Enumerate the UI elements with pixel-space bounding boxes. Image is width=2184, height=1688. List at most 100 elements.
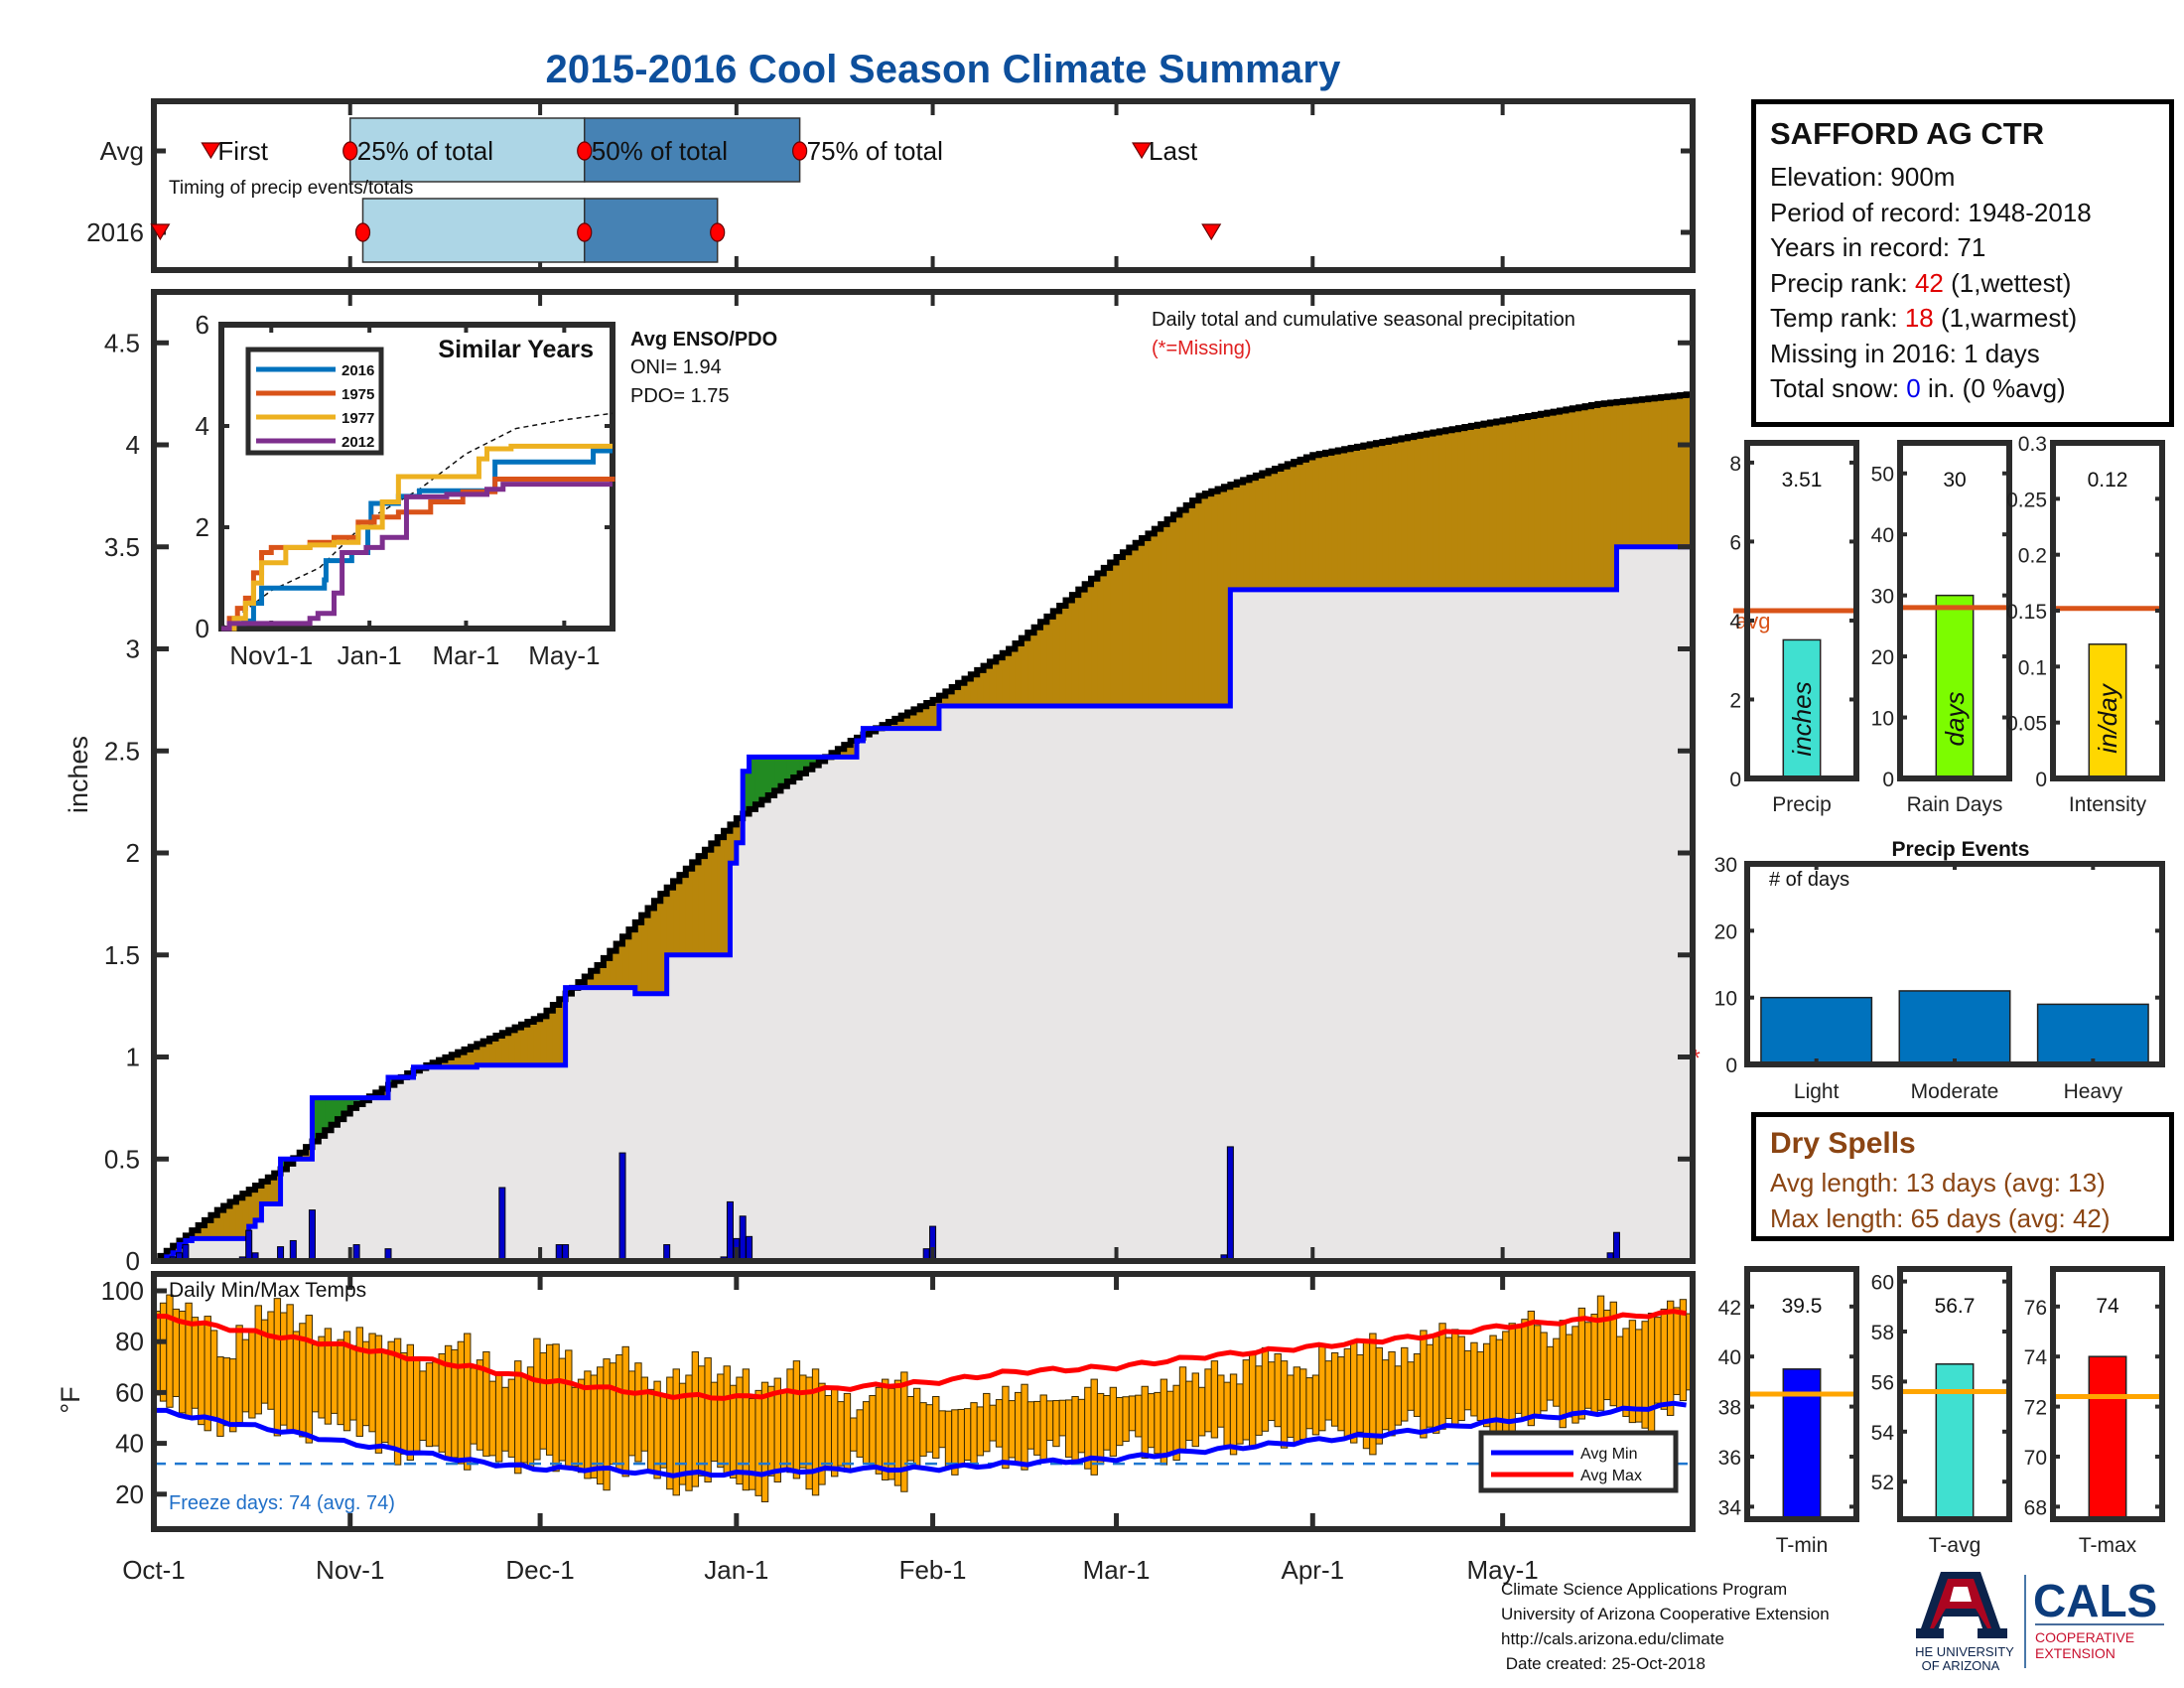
deficit-fill [1350, 448, 1358, 590]
freeze-days-label: Freeze days: 74 (avg. 74) [169, 1492, 395, 1514]
footer-url[interactable]: http://cals.arizona.edu/climate [1501, 1629, 1724, 1648]
daily-temp-bar [558, 1357, 567, 1462]
deficit-fill [1584, 406, 1592, 590]
deficit-fill [1192, 500, 1200, 707]
daily-temp-bar [957, 1408, 965, 1466]
deficit-fill [1262, 473, 1270, 590]
daily-temp-bar [209, 1330, 218, 1421]
daily-temp-bar [1553, 1337, 1561, 1407]
daily-temp-bar [900, 1371, 908, 1492]
daily-temp-bar [337, 1338, 344, 1426]
deficit-fill [1299, 459, 1307, 590]
daily-temp-bar [837, 1401, 845, 1467]
deficit-fill [1420, 434, 1428, 590]
precip-events-ylabel: # of days [1769, 869, 1849, 891]
summary-ytick-label: 40 [1871, 524, 1894, 547]
deficit-fill [1052, 611, 1060, 707]
station-info-box: SAFFORD AG CTR Elevation: 900m Period of… [1751, 99, 2174, 427]
main-ytick-label: 1 [126, 1043, 140, 1072]
daily-temp-bar [1033, 1400, 1041, 1456]
daily-temp-bar [869, 1394, 877, 1469]
deficit-fill [261, 1181, 269, 1204]
deficit-fill [660, 894, 668, 994]
deficit-fill [970, 674, 978, 707]
summary-value-label: 3.51 [1782, 469, 1823, 492]
deficit-fill [1566, 409, 1573, 590]
deficit-fill [945, 691, 953, 707]
daily-temp-bar [464, 1333, 472, 1471]
deficit-fill [615, 943, 623, 988]
daily-temp-bar [406, 1343, 415, 1461]
deficit-fill [1356, 446, 1364, 590]
summary-panel-frame [1897, 440, 2012, 781]
event-triangle-marker [201, 142, 221, 160]
deficit-fill [584, 976, 592, 988]
temp-summary-bars: 34 36 38 40 42 39.5 T-min 52 54 56 58 60 56.7 T-avg 68… [1718, 1266, 2165, 1557]
deficit-fill [887, 722, 895, 729]
deficit-fill [527, 1022, 535, 1065]
daily-temp-bar [1077, 1398, 1086, 1454]
daily-temp-bar [1160, 1378, 1168, 1466]
deficit-fill [1369, 444, 1377, 590]
daily-temp-bar [906, 1395, 914, 1462]
deficit-fill [1091, 578, 1099, 707]
daily-temp-bar [545, 1343, 554, 1456]
daily-temp-bar [166, 1294, 174, 1408]
precip-rank-note: (1,wettest) [1943, 267, 2072, 298]
deficit-fill [1084, 584, 1092, 707]
daily-temp-bar [1375, 1346, 1383, 1445]
deficit-fill [850, 740, 858, 758]
cumulative-precip-panel: *00.511.522.533.544.5 [104, 289, 1701, 1276]
deficit-fill [381, 1088, 389, 1098]
daily-temp-bar [887, 1387, 895, 1480]
daily-temp-bar [565, 1349, 573, 1468]
precip-events-panel: Light Moderate Heavy 0 10 20 30 [1714, 854, 2165, 1103]
daily-temp-bar [305, 1315, 313, 1444]
daily-temp-bar [786, 1368, 794, 1474]
deficit-fill [989, 661, 997, 707]
daily-temp-bar [698, 1365, 706, 1477]
temp-rank-value: 18 [1904, 303, 1934, 333]
deficit-fill [1388, 440, 1396, 590]
deficit-fill [1509, 419, 1516, 590]
deficit-fill [198, 1225, 205, 1239]
deficit-fill [717, 837, 725, 955]
percentile-marker [354, 222, 371, 242]
summary-ytick-label: 74 [2024, 1346, 2048, 1369]
deficit-fill [205, 1219, 212, 1239]
cals-wordmark: CALS [2033, 1575, 2157, 1626]
deficit-fill [1223, 487, 1231, 707]
deficit-fill [844, 745, 852, 758]
deficit-fill [223, 1205, 231, 1239]
daily-temp-bar [577, 1378, 586, 1474]
deficit-fill [1553, 411, 1561, 590]
summary-ytick-label: 6 [1729, 531, 1741, 554]
deficit-fill [591, 970, 599, 988]
daily-temp-bar [1565, 1334, 1573, 1418]
summary-ytick-label: 0.05 [2006, 713, 2047, 736]
daily-temp-bar [1293, 1366, 1301, 1445]
station-name: SAFFORD AG CTR [1770, 116, 2045, 151]
main-ytick-label: 4 [126, 430, 140, 460]
daily-temp-bar [1311, 1374, 1320, 1436]
deficit-fill [274, 1173, 282, 1204]
summary-value-label: 56.7 [1935, 1295, 1976, 1318]
temp-ylabel: °F [56, 1386, 85, 1413]
daily-temp-bar [1444, 1336, 1453, 1420]
inset-ytick-label: 2 [196, 512, 209, 542]
events-ytick-label: 20 [1714, 920, 1737, 943]
deficit-fill [1046, 616, 1054, 707]
daily-temp-bar [1026, 1401, 1035, 1450]
daily-temp-bar [1045, 1400, 1054, 1442]
main-frame [151, 289, 1696, 1264]
daily-temp-bar [983, 1392, 991, 1453]
percentile-marker [577, 141, 593, 161]
temp-xtick-label: Feb-1 [899, 1555, 967, 1585]
daily-temp-bar [1350, 1339, 1358, 1444]
daily-temp-bar [1401, 1346, 1409, 1422]
summary-ytick-label: 52 [1871, 1472, 1894, 1494]
timing-row-label: 2016 [86, 217, 144, 247]
daily-temp-bar [349, 1344, 357, 1421]
daily-temp-bar [779, 1391, 788, 1473]
daily-temp-bar [1052, 1400, 1060, 1448]
